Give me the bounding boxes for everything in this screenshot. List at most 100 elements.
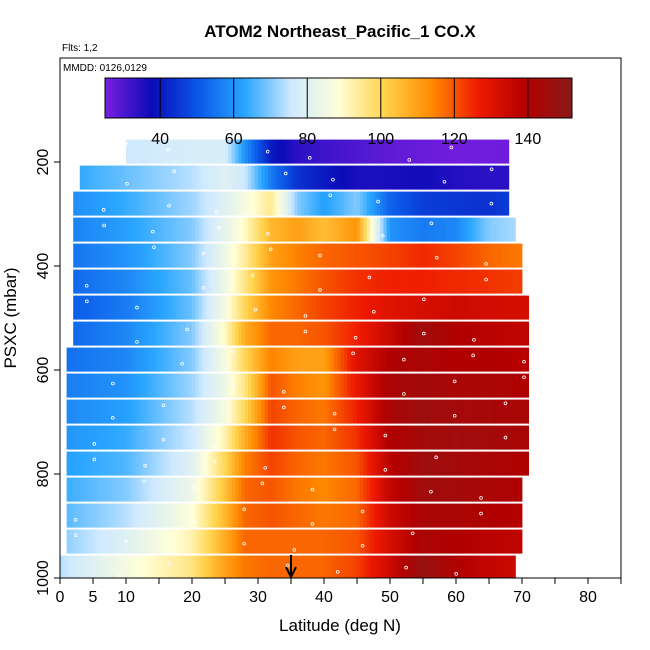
heatmap-cell [142,347,147,372]
heatmap-cell [185,347,190,372]
heatmap-cell [452,347,457,372]
heatmap-cell [492,217,496,242]
heatmap-cell [228,399,232,424]
heatmap-cell [522,399,526,424]
sample-point [124,539,128,544]
heatmap-cell [366,139,371,164]
heatmap-cell [135,399,140,424]
heatmap-cell [248,269,252,294]
heatmap-cell [258,295,262,320]
heatmap-cell [479,425,483,450]
heatmap-cell [310,139,315,164]
heatmap-cell [320,191,325,216]
heatmap-cell [360,529,364,554]
heatmap-cell [475,503,480,528]
heatmap-cell [142,555,147,578]
heatmap-cell [112,165,117,190]
heatmap-cell [234,451,239,476]
heatmap-cell [165,373,170,398]
heatmap-cell [159,347,163,372]
sample-point [318,253,322,258]
heatmap-cell [248,295,252,320]
heatmap-cell [300,529,305,554]
heatmap-cell [515,321,520,346]
heatmap-cell [419,347,424,372]
heatmap-cell [287,503,292,528]
heatmap-cell [512,477,516,502]
heatmap-cell [89,555,94,578]
heatmap-cell [370,451,374,476]
heatmap-cell [178,295,183,320]
heatmap-cell [188,191,193,216]
heatmap-cell [99,373,104,398]
heatmap-cell [119,295,124,320]
heatmap-cell [396,347,401,372]
heatmap-cell [178,347,183,372]
heatmap-cell [287,139,292,164]
heatmap-cell [515,243,520,268]
heatmap-cell [498,503,503,528]
heatmap-cell [96,373,100,398]
heatmap-cell [495,503,500,528]
heatmap-cell [320,139,325,164]
heatmap-cell [429,425,434,450]
sample-point [351,351,355,356]
heatmap-cell [472,425,477,450]
heatmap-cell [221,243,226,268]
heatmap-cell [357,243,361,268]
heatmap-cell [314,347,318,372]
heatmap-cell [238,399,242,424]
heatmap-cell [254,217,259,242]
heatmap-cell [333,529,338,554]
heatmap-cell [119,243,124,268]
heatmap-cell [399,529,404,554]
heatmap-cell [300,139,305,164]
heatmap-cell [396,165,401,190]
sample-point [422,331,426,336]
heatmap-cell [122,321,127,346]
heatmap-cell [380,139,384,164]
heatmap-cell [294,555,298,578]
heatmap-cell [456,425,460,450]
heatmap-cell [132,243,137,268]
heatmap-cell [225,295,229,320]
heatmap-cell [416,451,421,476]
heatmap-cell [393,269,397,294]
heatmap-cell [300,269,305,294]
heatmap-cell [251,191,256,216]
heatmap-cell [376,451,381,476]
heatmap-cell [215,399,219,424]
heatmap-cell [330,373,335,398]
heatmap-cell [221,373,226,398]
heatmap-cell [300,217,305,242]
heatmap-cell [376,347,381,372]
heatmap-cell [419,503,424,528]
heatmap-cell [479,529,483,554]
heatmap-cell [234,373,239,398]
heatmap-cell [399,321,404,346]
heatmap-cell [132,555,137,578]
heatmap-cell [376,217,381,242]
heatmap-cell [238,477,242,502]
heatmap-cell [376,295,381,320]
heatmap-cell [393,243,397,268]
heatmap-cell [333,555,338,578]
heatmap-cell [129,451,133,476]
heatmap-cell [462,269,467,294]
heatmap-cell [482,243,487,268]
heatmap-cell [502,269,506,294]
heatmap-cell [515,373,520,398]
colorbar-tick-label: 140 [515,131,542,148]
heatmap-cell [264,529,269,554]
heatmap-cell [337,477,341,502]
heatmap-cell [159,555,163,578]
heatmap-cell [277,555,282,578]
heatmap-cell [274,347,279,372]
heatmap-cell [149,529,153,554]
heatmap-cell [244,503,249,528]
heatmap-cell [175,529,180,554]
heatmap-cell [99,477,104,502]
heatmap-cell [99,269,104,294]
heatmap-cell [390,503,394,528]
heatmap-cell [287,555,292,578]
